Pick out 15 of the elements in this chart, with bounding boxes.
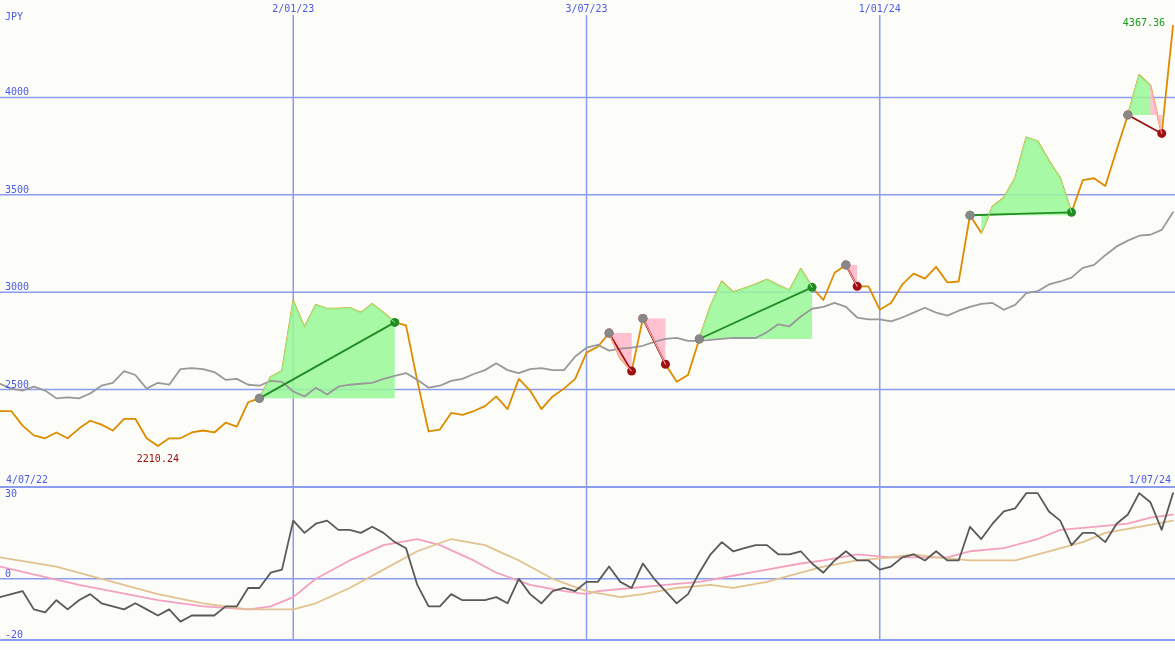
annotation: 2210.24 xyxy=(136,453,179,465)
y-tick-label: -20 xyxy=(5,629,24,640)
y-tick-label: 3500 xyxy=(5,183,30,195)
y-axis-title: JPY xyxy=(5,11,24,22)
x-tick-label: 3/07/23 xyxy=(565,3,608,14)
x-tick-label: 2/01/23 xyxy=(272,3,315,14)
annotation: 4/07/22 xyxy=(6,474,49,485)
y-tick-label: 3000 xyxy=(5,281,30,293)
y-tick-label: 2500 xyxy=(5,378,30,390)
x-tick-label: 1/01/24 xyxy=(858,3,901,14)
annotation: 1/07/24 xyxy=(1128,474,1171,485)
y-tick-label: 0 xyxy=(5,567,12,579)
y-tick-label: 4000 xyxy=(5,86,30,98)
y-tick-label: 30 xyxy=(5,488,18,499)
annotation: 4367.36 xyxy=(1122,16,1165,28)
